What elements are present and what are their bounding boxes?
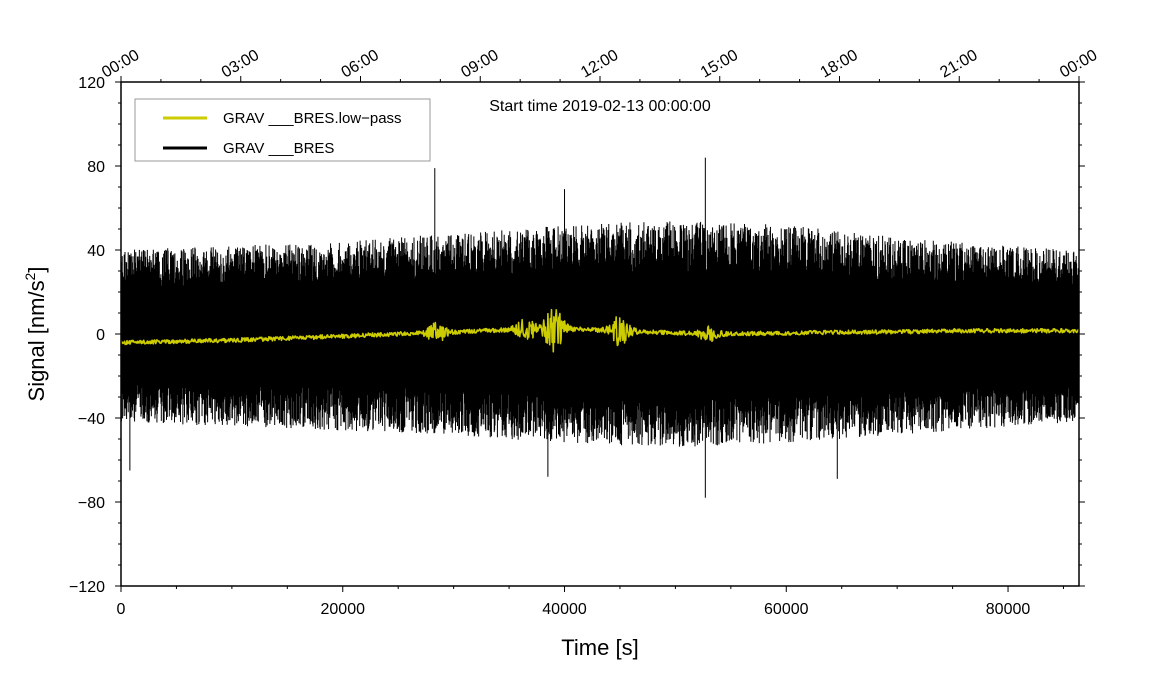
legend-label-low-pass: GRAV ___BRES.low−pass [223, 110, 402, 127]
x-tick-label: 0 [117, 601, 126, 618]
chart-annotation: Start time 2019-02-13 00:00:00 [489, 98, 711, 115]
y-axis-title-superscript: 2 [22, 272, 38, 280]
y-tick-label: 0 [96, 327, 105, 344]
y-tick-label: −120 [69, 579, 105, 596]
legend-label-raw: GRAV ___BRES [223, 140, 334, 157]
x-tick-label: 20000 [321, 601, 366, 618]
series-grav-bres-low-pass [120, 308, 1080, 353]
y-tick-label: −40 [78, 411, 105, 428]
y-tick-label: 120 [78, 75, 105, 92]
y-tick-label: −80 [78, 495, 105, 512]
y-tick-label: 80 [87, 159, 105, 176]
x-axis-title: Time [s] [561, 635, 638, 660]
x-tick-label: 40000 [542, 601, 587, 618]
y-axis-title-close: ] [24, 267, 49, 273]
y-axis-title: Signal [nm/s2] [22, 267, 49, 402]
x-tick-label: 60000 [764, 601, 809, 618]
y-tick-label: 40 [87, 243, 105, 260]
x-tick-label: 80000 [986, 601, 1031, 618]
legend-box [134, 98, 431, 162]
legend: GRAV ___BRES.low−pass GRAV ___BRES [134, 98, 431, 162]
series-grav-bres-low-pass-trace [120, 308, 1080, 353]
